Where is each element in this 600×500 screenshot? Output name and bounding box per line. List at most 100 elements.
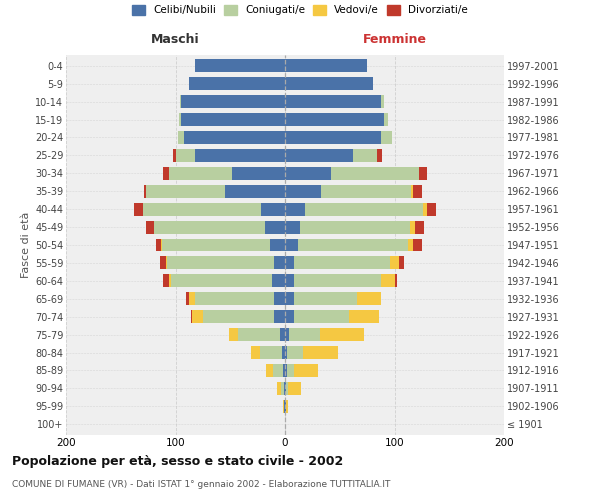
Bar <box>285 382 286 395</box>
Bar <box>283 364 285 377</box>
Text: Popolazione per età, sesso e stato civile - 2002: Popolazione per età, sesso e stato civil… <box>12 455 343 468</box>
Bar <box>169 167 232 180</box>
Bar <box>287 364 294 377</box>
Text: COMUNE DI FUMANE (VR) - Dati ISTAT 1° gennaio 2002 - Elaborazione TUTTITALIA.IT: COMUNE DI FUMANE (VR) - Dati ISTAT 1° ge… <box>12 480 391 489</box>
Bar <box>321 185 411 198</box>
Bar <box>143 202 261 215</box>
Bar <box>285 113 383 126</box>
Bar <box>285 310 294 323</box>
Bar <box>187 292 188 305</box>
Bar <box>383 113 388 126</box>
Bar <box>163 238 269 252</box>
Bar <box>382 274 395 287</box>
Bar <box>427 202 436 215</box>
Text: Femmine: Femmine <box>362 32 427 46</box>
Bar <box>413 185 422 198</box>
Bar <box>156 238 161 252</box>
Bar <box>195 149 285 162</box>
Bar <box>285 238 298 252</box>
Bar <box>285 400 286 413</box>
Legend: Celibi/Nubili, Coniugati/e, Vedovi/e, Divorziati/e: Celibi/Nubili, Coniugati/e, Vedovi/e, Di… <box>132 5 468 15</box>
Bar <box>269 238 285 252</box>
Bar <box>188 292 195 305</box>
Bar <box>171 274 272 287</box>
Bar <box>419 167 427 180</box>
Bar <box>282 346 285 359</box>
Bar <box>285 256 294 270</box>
Bar <box>166 256 167 270</box>
Bar <box>390 256 399 270</box>
Bar <box>179 113 181 126</box>
Bar <box>286 382 288 395</box>
Text: Maschi: Maschi <box>151 32 200 46</box>
Bar <box>280 328 285 341</box>
Bar <box>265 220 285 234</box>
Bar <box>285 346 287 359</box>
Bar <box>285 185 321 198</box>
Bar <box>260 346 282 359</box>
Bar <box>169 274 171 287</box>
Bar <box>285 220 301 234</box>
Bar <box>195 292 274 305</box>
Bar <box>274 256 285 270</box>
Bar <box>225 185 285 198</box>
Bar <box>229 328 238 341</box>
Bar <box>154 220 265 234</box>
Bar <box>144 185 146 198</box>
Bar <box>320 328 364 341</box>
Bar <box>285 292 294 305</box>
Bar <box>272 274 285 287</box>
Bar <box>273 364 283 377</box>
Bar <box>285 95 382 108</box>
Bar <box>423 202 427 215</box>
Bar <box>294 274 382 287</box>
Bar <box>284 382 285 395</box>
Bar <box>298 238 407 252</box>
Bar <box>261 202 285 215</box>
Bar <box>294 364 318 377</box>
Bar <box>277 382 281 395</box>
Bar <box>410 220 415 234</box>
Bar <box>192 310 203 323</box>
Bar <box>285 364 287 377</box>
Bar <box>399 256 404 270</box>
Bar <box>285 131 382 144</box>
Bar <box>146 220 154 234</box>
Bar <box>184 131 285 144</box>
Bar <box>191 310 192 323</box>
Bar <box>294 292 357 305</box>
Bar <box>146 185 225 198</box>
Bar <box>294 256 390 270</box>
Bar <box>285 328 289 341</box>
Bar <box>238 328 280 341</box>
Bar <box>285 167 331 180</box>
Bar <box>382 131 392 144</box>
Bar <box>301 220 410 234</box>
Y-axis label: Fasce di età: Fasce di età <box>20 212 31 278</box>
Bar <box>180 95 181 108</box>
Bar <box>287 346 302 359</box>
Bar <box>134 202 143 215</box>
Bar <box>302 346 338 359</box>
Bar <box>181 95 285 108</box>
Bar <box>281 382 284 395</box>
Bar <box>160 256 166 270</box>
Bar <box>285 202 305 215</box>
Bar <box>411 185 413 198</box>
Bar <box>382 95 383 108</box>
Bar <box>163 167 169 180</box>
Bar <box>167 256 274 270</box>
Bar <box>289 328 320 341</box>
Bar <box>349 310 379 323</box>
Bar <box>415 220 424 234</box>
Bar <box>305 202 423 215</box>
Bar <box>353 149 377 162</box>
Bar <box>274 292 285 305</box>
Bar <box>413 238 422 252</box>
Bar <box>294 310 349 323</box>
Bar <box>163 274 169 287</box>
Bar <box>286 400 288 413</box>
Bar <box>283 400 284 413</box>
Bar <box>232 167 285 180</box>
Bar <box>161 238 163 252</box>
